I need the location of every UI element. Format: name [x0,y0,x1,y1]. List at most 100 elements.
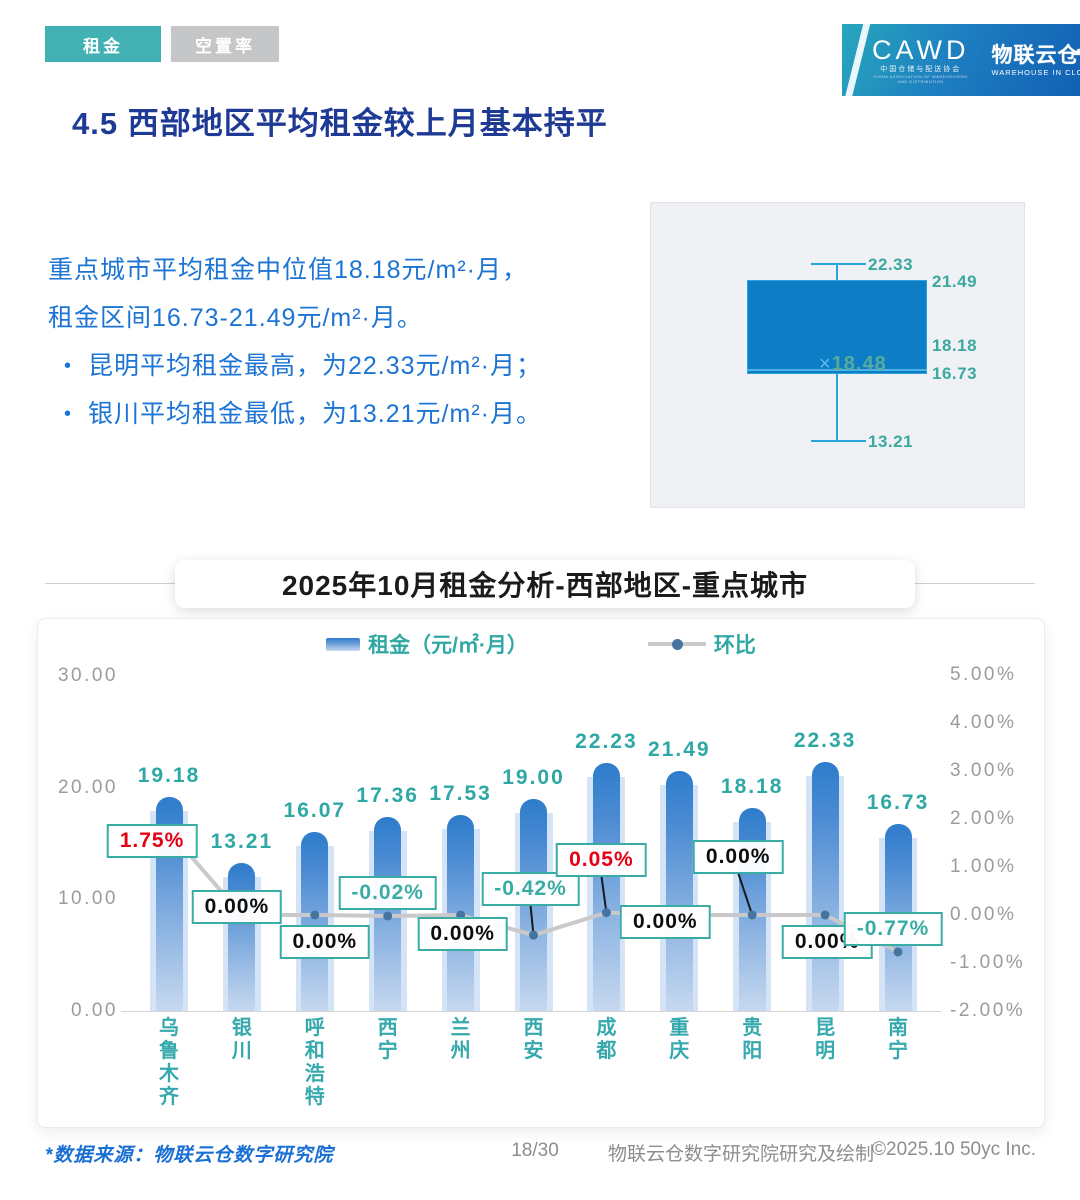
tab-vacancy[interactable]: 空置率 [171,26,279,62]
summary-bullet-2: • 银川平均租金最低，为13.21元/m²·月。 [48,390,648,438]
brand-sub-warehouse: WAREHOUSE [991,67,1050,77]
city-char: 特 [304,1086,325,1108]
cawd-wordmark: CAWD [872,35,970,65]
bullet-icon: • [63,403,72,425]
label-connector-line [737,872,754,916]
label-connector-line [600,875,608,913]
mom-point [529,930,538,940]
city-char: 川 [231,1040,252,1062]
boxplot-top-whisker-cap [811,263,866,265]
mom-percent-label: 0.00% [417,917,508,951]
city-char: 昆 [815,1017,836,1039]
right-axis-tick: 2.00% [950,808,1017,829]
mom-percent-label: -0.02% [338,875,437,910]
left-axis-tick: 30.00 [57,665,118,686]
left-axis-tick: 0.00 [71,1000,118,1021]
mom-percent-label: 0.00% [191,890,283,924]
x-axis-category-label: 贵阳 [738,1017,766,1063]
legend-item-mom: 环比 [647,629,756,659]
boxplot-bottom-whisker-cap [811,440,866,442]
city-char: 成 [596,1017,617,1039]
page-title: 4.5 西部地区平均租金较上月基本持平 [72,106,608,141]
x-axis-category-label: 呼和浩特 [301,1017,329,1109]
left-axis-tick: 10.00 [57,888,118,910]
right-axis-tick: 3.00% [950,760,1017,781]
x-axis-category-label: 西安 [520,1017,548,1063]
boxplot-q3-label: 21.49 [932,272,978,291]
mom-percent-label: 0.05% [556,842,647,877]
legend-rent-label: 租金（元/㎡·月） [368,634,528,657]
city-char: 贵 [742,1017,763,1039]
boxplot-median-label: 18.18 [932,336,978,355]
x-axis-line [121,1011,941,1012]
cloud-icon: ☁ [1070,28,1080,63]
rent-bar [301,831,329,1011]
right-axis-tick: 0.00% [950,904,1017,925]
city-char: 南 [888,1017,908,1039]
mom-percent-label: 0.00% [279,925,371,959]
city-char: 银 [231,1017,252,1039]
rent-value-label: 13.21 [210,830,274,854]
summary-bullet-1: • 昆明平均租金最高，为22.33元/m²·月； [48,342,648,390]
city-char: 州 [450,1040,471,1062]
x-axis-category-label: 重庆 [665,1017,693,1063]
section-title: 2025年10月租金分析-西部地区-重点城市 [175,560,915,608]
x-axis-category-label: 乌鲁木齐 [155,1017,183,1109]
city-char: 西 [523,1017,544,1039]
city-char: 浩 [304,1063,325,1085]
city-char: 兰 [450,1017,471,1039]
rent-value-label: 22.33 [793,728,857,752]
right-axis-tick: -1.00% [950,952,1026,973]
city-char: 明 [815,1040,836,1062]
boxplot-max-label: 22.33 [868,255,914,274]
footer-copyright: ©2025.10 50yc Inc. [872,1139,1036,1160]
mom-percent-label: -0.77% [843,911,943,946]
rent-bar [665,771,693,1011]
rent-value-label: 19.00 [502,765,565,789]
mom-point [383,911,393,921]
rent-value-label: 21.49 [648,738,711,762]
bullet-icon: • [63,355,72,377]
boxplot-mean-marker: ×18.48 [819,353,887,376]
x-axis-category-label: 银川 [228,1017,256,1063]
footer-data-source: *数据来源：物联云仓数字研究院 [45,1145,334,1166]
city-char: 和 [304,1040,325,1062]
city-char: 宁 [888,1040,908,1062]
city-char: 木 [159,1063,179,1085]
mom-point [820,910,830,920]
mom-point [893,947,903,957]
mom-point [747,910,757,920]
cawd-logo: CAWD 中国仓储与配送协会 CHINA ASSOCIATION OF WARE… [872,36,970,84]
city-char: 齐 [159,1086,179,1108]
city-char: 阳 [742,1040,763,1062]
boxplot-q1-label: 16.73 [932,364,978,383]
summary-line-2: 租金区间16.73-21.49元/m²·月。 [48,304,423,332]
mom-line-swatch-icon [647,638,706,650]
right-axis-tick: -2.00% [950,1000,1026,1021]
boxplot-mean-value: 18.48 [831,353,887,375]
right-axis-tick: 1.00% [950,856,1017,877]
rent-value-label: 16.73 [866,791,930,815]
brand-sub-cloud: CLOUD [1065,67,1080,77]
mom-percent-label: 0.00% [692,840,784,874]
x-axis-category-label: 昆明 [811,1017,839,1063]
tab-rent[interactable]: 租金 [45,26,161,62]
mom-dot-icon [671,638,683,650]
right-axis-tick: 5.00% [950,664,1017,685]
city-char: 重 [669,1017,690,1039]
brand-sub-in: IN [1052,67,1062,77]
mean-x-icon: × [819,353,832,375]
x-axis-category-label: 成都 [592,1017,620,1063]
x-axis-category-label: 兰州 [447,1017,475,1063]
rent-value-label: 17.36 [356,784,419,808]
label-connector-line [529,905,535,936]
rent-bar [228,863,256,1011]
logo-stripe [842,24,873,96]
chart-card: 租金（元/㎡·月） 环比 30.00 20.00 10.00 0.00 5.00% 4.0… [37,618,1045,1128]
left-axis-tick: 20.00 [57,776,118,798]
rent-value-label: 22.23 [575,729,638,753]
city-char: 鲁 [159,1040,179,1062]
summary-line-1: 重点城市平均租金中位值18.18元/m²·月， [48,256,528,284]
city-char: 安 [523,1040,544,1062]
mom-percent-label: 0.00% [620,905,711,939]
